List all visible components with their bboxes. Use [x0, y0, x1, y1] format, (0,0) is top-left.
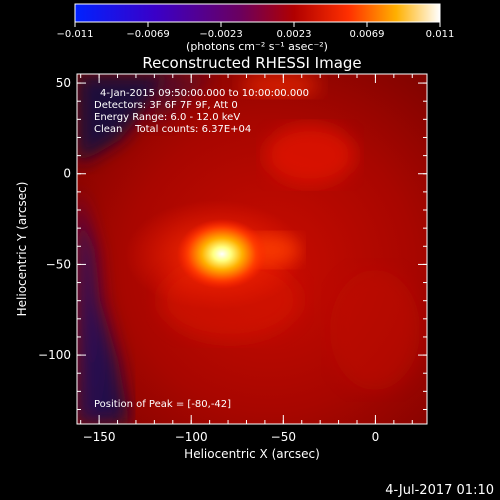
colorbar-tick-label: 0.011	[426, 29, 455, 40]
chart-title: Reconstructed RHESSI Image	[142, 54, 361, 72]
colorbar-ticks: −0.011 −0.0069 −0.0023 0.0023 0.0069 0.011	[56, 22, 454, 40]
y-tick-label: 50	[56, 76, 71, 90]
colorbar-tick-label: −0.0023	[199, 29, 242, 40]
plot-frame	[76, 73, 428, 425]
y-axis-label: Heliocentric Y (arcsec)	[15, 182, 29, 317]
footer-timestamp: 4-Jul-2017 01:10	[385, 483, 494, 498]
annotation-clean-counts: Clean Total counts: 6.37E+04	[94, 124, 251, 135]
x-tick-label: −100	[175, 430, 208, 444]
annotation-time-range: 4-Jan-2015 09:50:00.000 to 10:00:00.000	[100, 88, 309, 99]
colorbar	[74, 3, 441, 23]
annotation-energy-range: Energy Range: 6.0 - 12.0 keV	[94, 112, 240, 123]
colorbar-tick-label: 0.0069	[350, 29, 385, 40]
x-axis-label: Heliocentric X (arcsec)	[184, 447, 320, 461]
heatmap-image	[77, 74, 427, 424]
colorbar-tick-label: 0.0023	[277, 29, 312, 40]
colorbar-tick-label: −0.0069	[126, 29, 169, 40]
x-tick-label: 0	[372, 430, 380, 444]
colorbar-tick-label: −0.011	[56, 29, 93, 40]
y-tick-label: −100	[38, 348, 71, 362]
x-tick-label: −50	[271, 430, 296, 444]
x-tick-label: −150	[83, 430, 116, 444]
peak-source	[177, 219, 267, 289]
axis-ticks: −150 −100 −50 0 50 0 −50 −100	[38, 74, 427, 444]
y-tick-label: −50	[46, 257, 71, 271]
peak-position-label: Position of Peak = [-80,-42]	[94, 399, 231, 410]
colorbar-unit-label: (photons cm⁻² s⁻¹ asec⁻²)	[186, 40, 328, 53]
y-tick-label: 0	[63, 167, 71, 181]
annotation-detectors: Detectors: 3F 6F 7F 9F, Att 0	[94, 100, 238, 111]
